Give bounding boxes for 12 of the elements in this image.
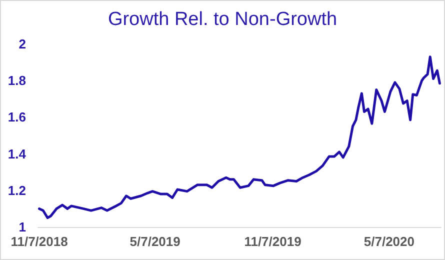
x-tick-label: 11/7/2019 [244, 234, 302, 249]
y-tick-label: 1 [18, 220, 26, 234]
y-tick-label: 1.6 [8, 110, 26, 125]
x-tick-label: 11/7/2018 [10, 234, 68, 249]
x-tick-label: 5/7/2020 [364, 234, 414, 249]
y-tick-label: 2 [18, 36, 26, 52]
chart-title: Growth Rel. to Non-Growth [108, 9, 338, 30]
line-series [38, 56, 441, 220]
y-tick-label: 1.4 [8, 146, 27, 162]
y-tick-label: 1.2 [8, 182, 26, 198]
y-tick-label: 1.8 [8, 73, 26, 88]
x-tick-label: 5/7/2019 [130, 234, 180, 249]
